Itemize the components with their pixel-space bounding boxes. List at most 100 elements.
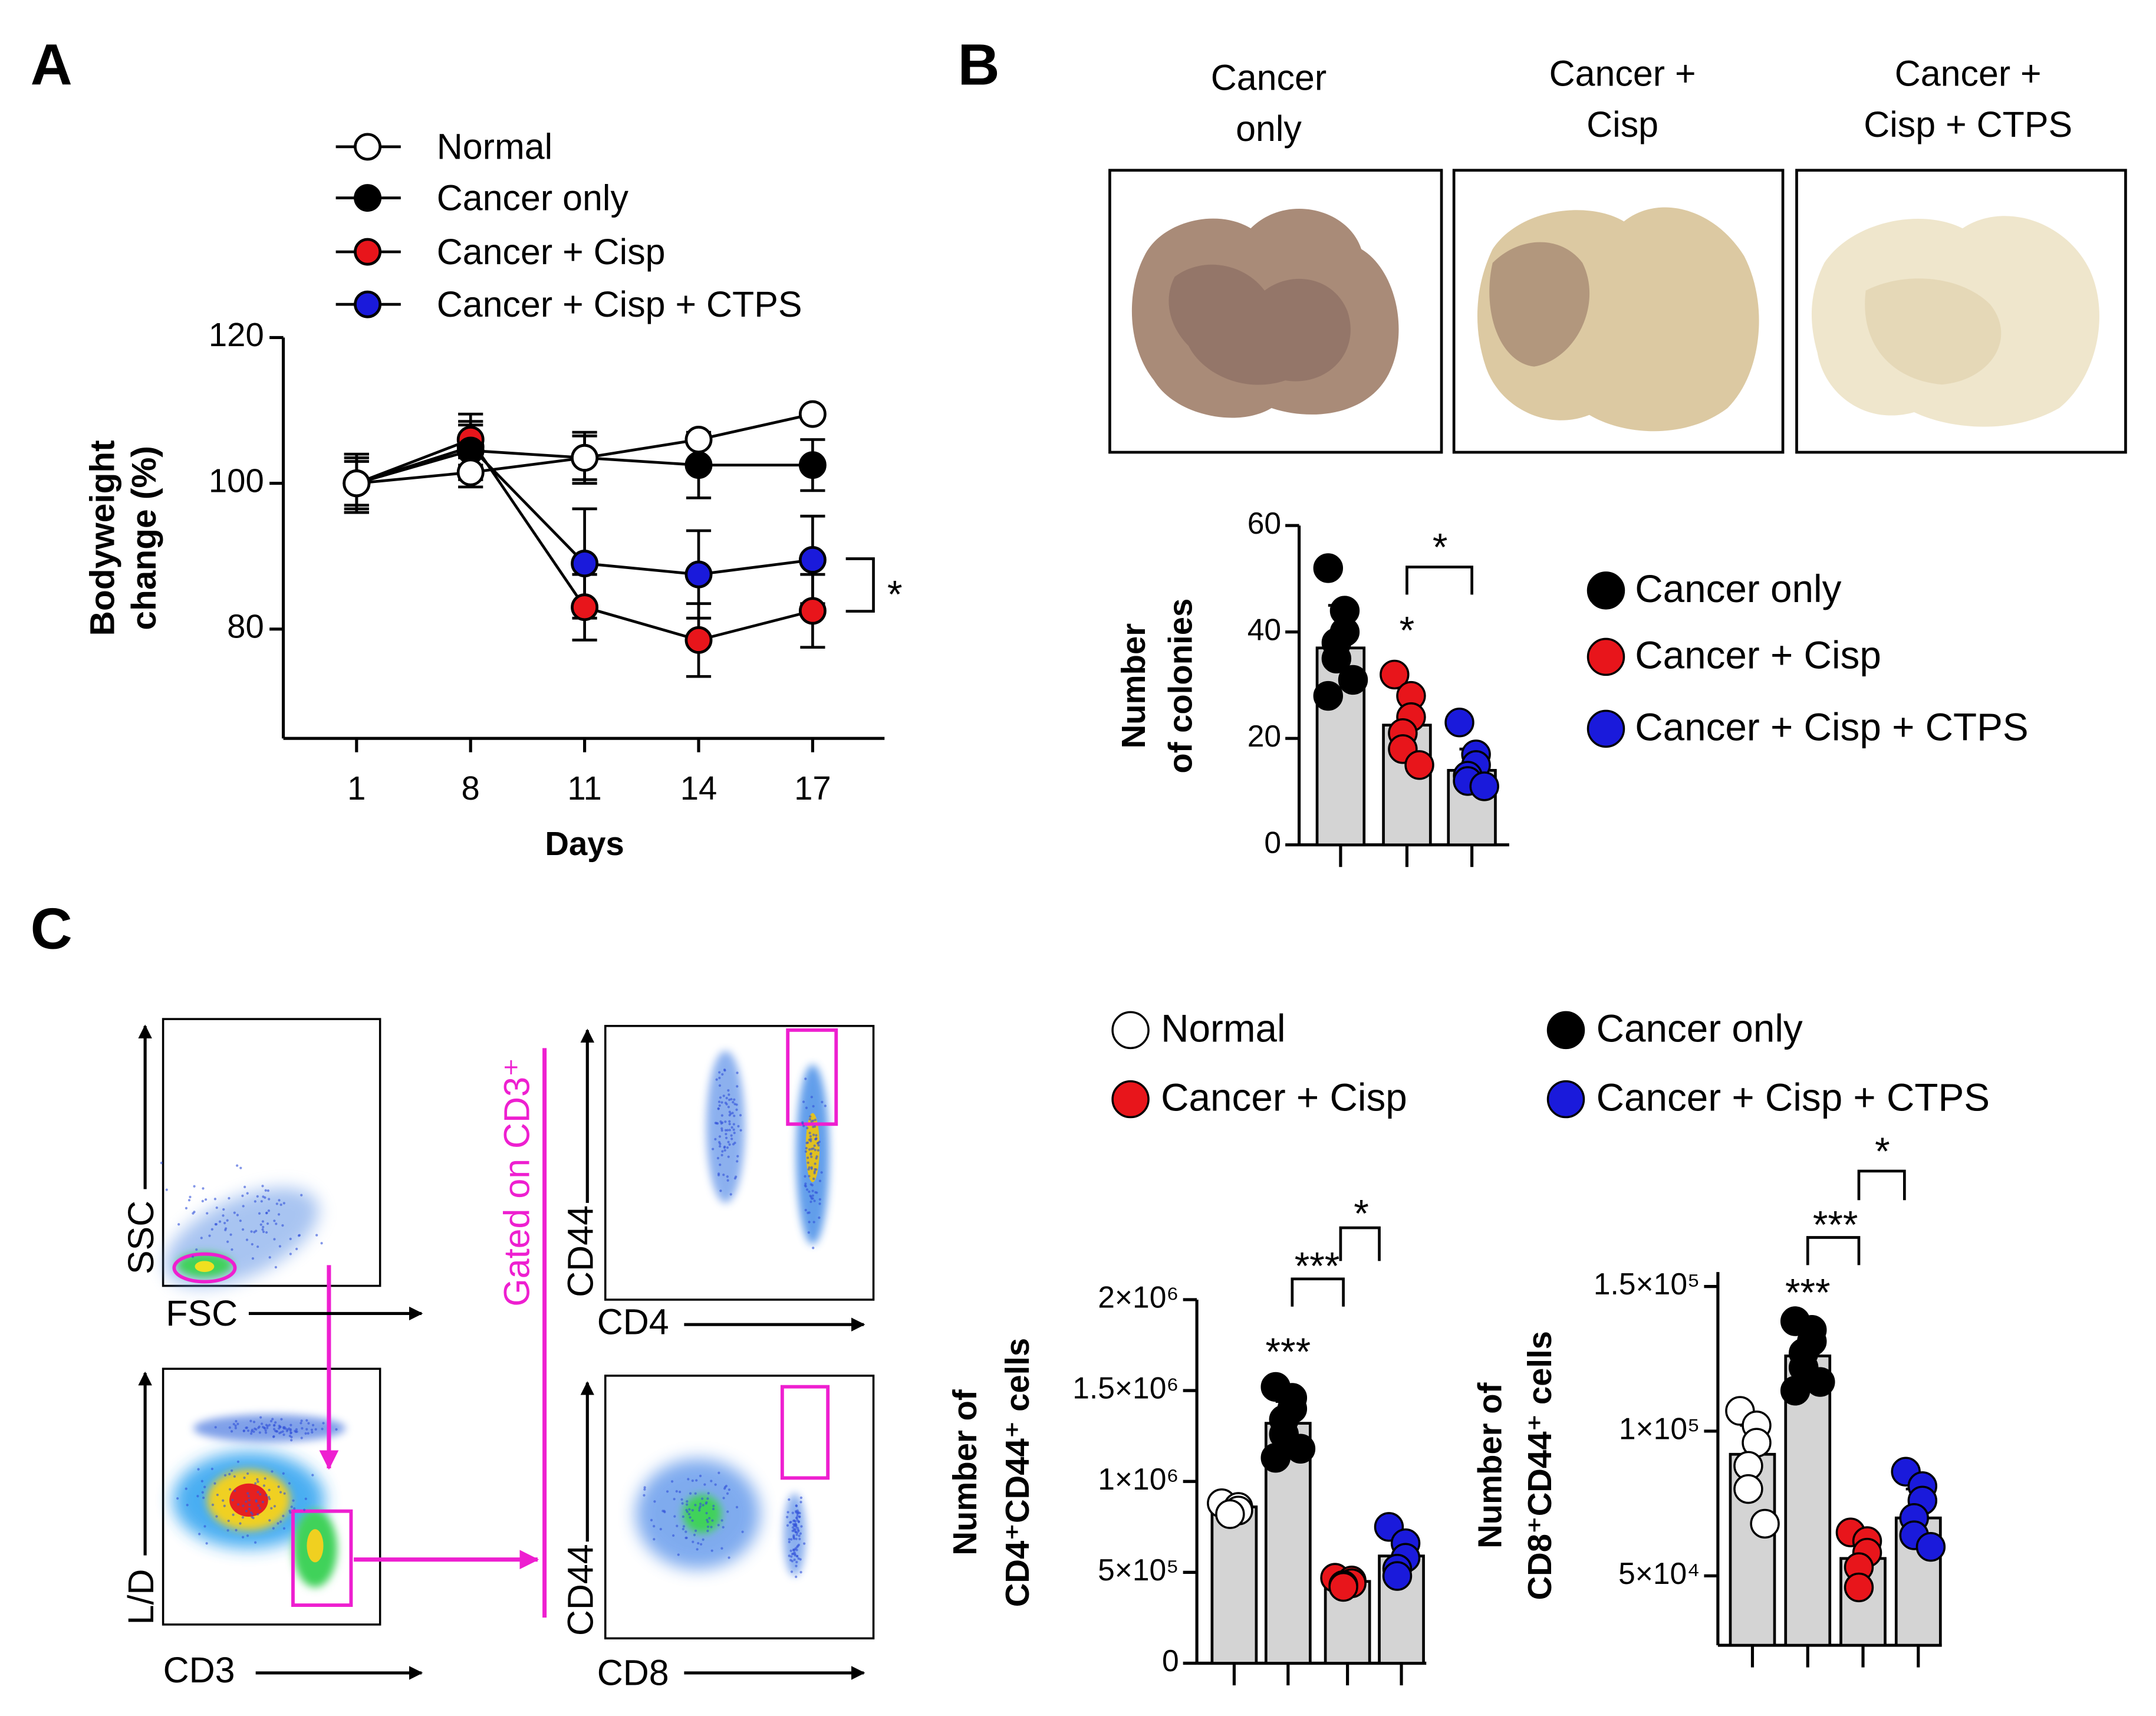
event-dot [262, 1195, 265, 1198]
event-dot [278, 1245, 282, 1248]
event-dot [261, 1501, 265, 1504]
event-dot [814, 1149, 817, 1152]
event-dot [233, 1475, 236, 1478]
event-dot [720, 1101, 723, 1104]
event-dot [205, 1198, 208, 1201]
panel-label: C [31, 896, 73, 961]
event-dot [804, 1185, 807, 1188]
event-dot [255, 1499, 258, 1502]
event-dot [705, 1511, 708, 1515]
event-dot [809, 1135, 812, 1138]
event-dot [805, 1147, 808, 1150]
event-dot [245, 1238, 249, 1241]
flow-axis-label: CD8 [597, 1653, 669, 1693]
event-dot [210, 1228, 213, 1231]
event-dot [256, 1480, 259, 1483]
event-dot [261, 1228, 264, 1231]
event-dot [322, 1422, 325, 1425]
event-dot [723, 1149, 726, 1152]
event-dot [239, 1522, 242, 1525]
event-dot [728, 1093, 730, 1096]
event-dot [807, 1211, 809, 1214]
event-dot [804, 1182, 807, 1185]
event-dot [816, 1142, 819, 1145]
event-dot [304, 1497, 307, 1500]
significance-bracket [1339, 1226, 1381, 1261]
event-dot [718, 1071, 721, 1074]
event-dot [815, 1134, 818, 1137]
event-dot [247, 1495, 251, 1498]
event-dot [301, 1427, 304, 1430]
event-dot [202, 1187, 205, 1190]
event-dot [697, 1541, 700, 1545]
event-dot [717, 1107, 720, 1110]
event-dot [696, 1548, 699, 1551]
data-point [684, 626, 713, 654]
event-dot [722, 1526, 725, 1528]
event-dot [732, 1123, 735, 1126]
event-dot [806, 1126, 809, 1130]
event-dot [290, 1505, 293, 1508]
event-dot [736, 1160, 739, 1163]
data-point [798, 451, 827, 479]
event-dot [259, 1223, 262, 1226]
event-dot [177, 1223, 180, 1226]
event-dot [286, 1428, 289, 1431]
significance-label: *** [1813, 1203, 1858, 1246]
event-dot [792, 1535, 795, 1538]
event-dot [262, 1230, 265, 1233]
event-dot [802, 1100, 805, 1103]
event-dot [227, 1519, 230, 1523]
event-dot [807, 1161, 809, 1164]
event-dot [795, 1504, 798, 1507]
photo-label: Cisp + CTPS [1864, 104, 2072, 144]
event-dot [288, 1510, 291, 1513]
event-dot [721, 1073, 724, 1076]
legend-marker [1546, 1080, 1585, 1119]
event-dot [250, 1430, 254, 1433]
event-dot [795, 1575, 798, 1579]
gate-label: Gated on CD3⁺ [497, 1058, 537, 1307]
significance-label: * [1354, 1192, 1369, 1235]
event-dot [799, 1532, 802, 1535]
event-dot [817, 1144, 820, 1147]
event-dot [321, 1428, 324, 1431]
event-dot [270, 1507, 273, 1510]
event-dot [716, 1156, 720, 1160]
event-dot [733, 1132, 736, 1135]
event-dot [226, 1240, 229, 1243]
event-dot [726, 1179, 729, 1182]
event-dot [735, 1505, 739, 1509]
event-dot [248, 1498, 251, 1501]
event-dot [719, 1145, 722, 1148]
event-dot [293, 1507, 296, 1510]
photo-label: Cancer + [1549, 53, 1696, 93]
event-dot [727, 1155, 730, 1158]
event-dot [282, 1202, 285, 1205]
data-point [456, 458, 485, 486]
event-dot [799, 1571, 802, 1574]
event-dot [263, 1426, 266, 1429]
event-dot [278, 1427, 281, 1430]
event-dot [277, 1485, 280, 1488]
event-dot [277, 1213, 281, 1216]
event-dot [673, 1515, 676, 1518]
event-dot [731, 1112, 734, 1115]
event-dot [273, 1424, 276, 1426]
event-dot [643, 1486, 646, 1489]
y-tick-label: 0 [1264, 825, 1281, 859]
event-dot [160, 1161, 163, 1165]
event-dot [226, 1529, 229, 1532]
event-dot [271, 1418, 274, 1421]
gate [291, 1509, 353, 1607]
x-tick-label: 17 [794, 770, 831, 807]
event-dot [279, 1520, 282, 1523]
event-dot [726, 1175, 729, 1178]
event-dot [246, 1534, 249, 1537]
event-dot [653, 1538, 656, 1541]
event-dot [795, 1564, 798, 1567]
event-dot [720, 1129, 723, 1132]
event-dot [243, 1185, 246, 1188]
y-axis-label: Number of [1472, 1382, 1509, 1549]
event-dot [216, 1493, 219, 1497]
